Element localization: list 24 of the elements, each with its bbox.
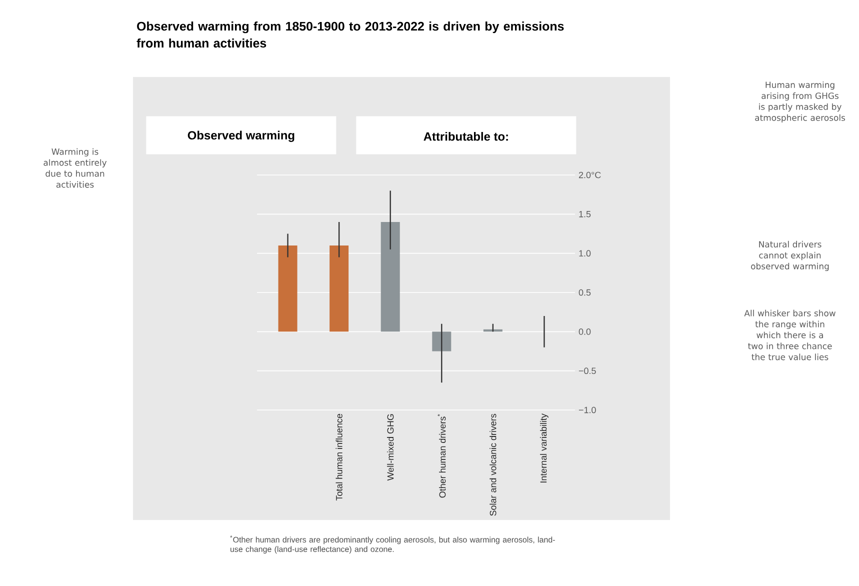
bar — [330, 245, 349, 332]
text: All whisker bars show the range within which there is a two in three chance the true value lies — [744, 310, 836, 360]
x-tick-label: Internal variability — [540, 414, 548, 482]
y-tick-label: 1.0 — [579, 250, 591, 257]
y-axis-title: °C — [592, 172, 601, 178]
bar — [380, 222, 400, 332]
y-tick-label: 1.5 — [579, 211, 591, 218]
y-tick-label: 0.5 — [578, 289, 591, 296]
y-tick-label: 0.0 — [578, 328, 591, 335]
x-tick-label: Other human drivers$^{*}$ — [438, 414, 446, 498]
x-tick-label: Solar and volcanic drivers — [490, 414, 496, 516]
text: Human warming arising from GHGs is partly masked by atmospheric aerosols — [755, 81, 846, 123]
y-tick-label: −1.0 — [578, 406, 596, 414]
text: Observed warming — [188, 130, 294, 142]
y-tick-label: −0.5 — [578, 368, 596, 374]
bar — [278, 245, 298, 332]
bar — [432, 332, 452, 352]
y-tick-label: 2.0 — [578, 172, 591, 178]
text: Natural drivers cannot explain observed warming — [751, 240, 829, 272]
chart-title: Observed warming from 1850-1900 to 2013-2022 is driven by emissions from human activities — [136, 22, 564, 48]
x-tick-label: Well-mixed GHG — [387, 414, 394, 481]
text: Warming is almost entirely due to human activities — [44, 148, 107, 188]
text: Attributable to: — [424, 132, 508, 141]
x-tick-label: Total human influence — [336, 414, 342, 501]
